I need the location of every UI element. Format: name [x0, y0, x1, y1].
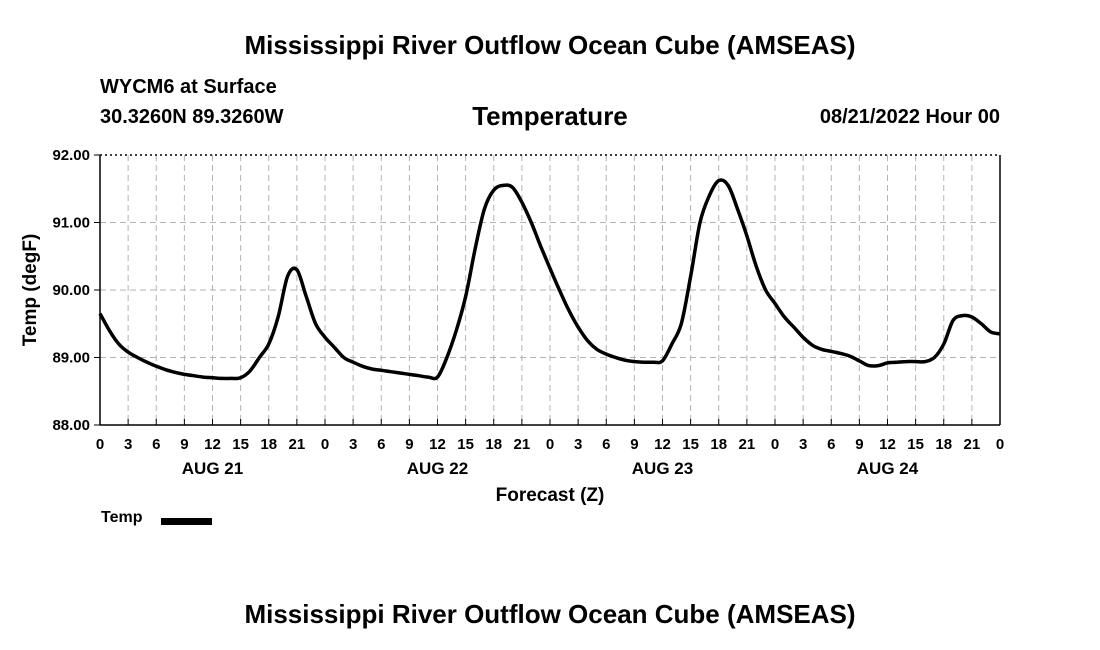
variable-title: Temperature	[472, 101, 628, 131]
x-tick-label: 12	[204, 436, 221, 453]
x-tick-label: 3	[124, 436, 132, 453]
y-tick-label: 92.00	[52, 147, 90, 164]
x-tick-label: 21	[964, 436, 981, 453]
day-label: AUG 24	[857, 459, 919, 478]
x-tick-label: 15	[232, 436, 249, 453]
day-label: AUG 22	[407, 459, 468, 478]
x-tick-label: 12	[429, 436, 446, 453]
x-tick-label: 21	[514, 436, 531, 453]
x-tick-label: 6	[152, 436, 160, 453]
x-tick-label: 0	[996, 436, 1004, 453]
y-axis-title: Temp (degF)	[20, 234, 41, 347]
x-tick-label: 18	[710, 436, 727, 453]
x-tick-label: 15	[457, 436, 474, 453]
x-tick-label: 3	[799, 436, 807, 453]
x-tick-label: 15	[682, 436, 699, 453]
legend-swatch	[161, 518, 212, 525]
temp-series-line	[98, 178, 1001, 381]
x-tick-label: 6	[602, 436, 610, 453]
x-tick-label: 6	[827, 436, 835, 453]
y-tick-label: 90.00	[52, 282, 90, 299]
legend-label: Temp	[101, 509, 143, 526]
x-tick-label: 0	[96, 436, 104, 453]
x-tick-label: 3	[349, 436, 357, 453]
x-tick-label: 18	[485, 436, 502, 453]
x-tick-label: 0	[321, 436, 329, 453]
x-tick-label: 15	[907, 436, 924, 453]
y-tick-label: 88.00	[52, 417, 90, 434]
x-tick-label: 0	[771, 436, 779, 453]
datetime-label: 08/21/2022 Hour 00	[819, 106, 1000, 128]
x-tick-label: 9	[405, 436, 413, 453]
x-tick-label: 12	[654, 436, 671, 453]
main-title: Mississippi River Outflow Ocean Cube (AM…	[244, 30, 856, 60]
footer-title: Mississippi River Outflow Ocean Cube (AM…	[244, 599, 856, 629]
x-tick-label: 9	[180, 436, 188, 453]
x-tick-label: 12	[879, 436, 896, 453]
x-tick-label: 9	[855, 436, 863, 453]
x-tick-label: 3	[574, 436, 582, 453]
x-tick-label: 6	[377, 436, 385, 453]
x-tick-label: 18	[260, 436, 277, 453]
station-label: WYCM6 at Surface	[100, 76, 277, 98]
x-tick-label: 9	[630, 436, 638, 453]
location-label: 30.3260N 89.3260W	[100, 106, 284, 128]
y-tick-label: 91.00	[52, 215, 90, 232]
day-label: AUG 23	[632, 459, 693, 478]
day-label: AUG 21	[182, 459, 243, 478]
x-tick-label: 21	[739, 436, 756, 453]
y-tick-label: 89.00	[52, 350, 90, 367]
x-tick-label: 18	[935, 436, 952, 453]
x-tick-label: 21	[289, 436, 306, 453]
x-tick-label: 0	[546, 436, 554, 453]
x-axis-title: Forecast (Z)	[496, 485, 605, 506]
